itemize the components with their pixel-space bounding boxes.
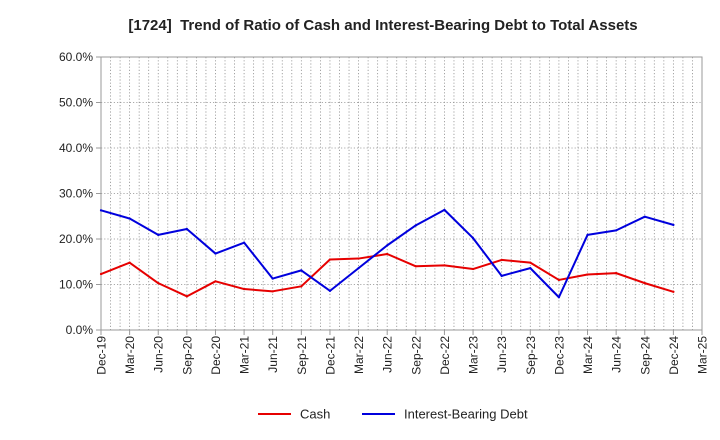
data-point-cash bbox=[242, 287, 246, 291]
data-point-cash bbox=[529, 261, 532, 264]
legend-label-cash: Cash bbox=[300, 407, 330, 422]
x-tick-label: Jun-20 bbox=[152, 336, 166, 373]
data-point-interest-bearing-debt bbox=[242, 241, 246, 244]
data-point-cash bbox=[386, 252, 389, 256]
x-tick-label: Dec-21 bbox=[323, 336, 337, 375]
data-point-interest-bearing-debt bbox=[271, 277, 274, 280]
data-point-cash bbox=[128, 261, 131, 264]
grid-lines bbox=[100, 56, 703, 331]
x-tick-label: Jun-23 bbox=[495, 336, 509, 373]
data-point-interest-bearing-debt bbox=[529, 267, 532, 270]
data-point-cash bbox=[557, 278, 561, 282]
data-point-cash bbox=[414, 265, 417, 268]
x-tick-label: Mar-23 bbox=[467, 336, 481, 374]
data-point-cash bbox=[643, 282, 646, 285]
data-point-cash bbox=[214, 280, 217, 283]
data-point-interest-bearing-debt bbox=[643, 215, 646, 218]
x-tick-label: Mar-22 bbox=[352, 336, 366, 374]
x-tick-label: Jun-22 bbox=[381, 336, 395, 373]
data-point-interest-bearing-debt bbox=[557, 296, 561, 299]
data-point-interest-bearing-debt bbox=[157, 233, 160, 237]
data-point-cash bbox=[471, 267, 475, 271]
data-point-cash bbox=[99, 272, 103, 276]
data-point-cash bbox=[615, 272, 618, 275]
data-point-interest-bearing-debt bbox=[615, 229, 618, 232]
x-tick-label: Dec-19 bbox=[95, 336, 109, 375]
series-interest-bearing-debt bbox=[99, 208, 675, 299]
x-tick-label: Mar-20 bbox=[123, 336, 137, 374]
data-point-interest-bearing-debt bbox=[672, 223, 675, 226]
x-tick-label: Dec-24 bbox=[667, 336, 681, 375]
data-point-cash bbox=[443, 264, 446, 267]
data-point-interest-bearing-debt bbox=[128, 217, 131, 220]
x-tick-label: Dec-22 bbox=[438, 336, 452, 375]
y-tick-label: 20.0% bbox=[59, 232, 93, 246]
series-lines bbox=[99, 208, 675, 299]
data-point-interest-bearing-debt bbox=[99, 209, 103, 212]
data-point-cash bbox=[328, 258, 332, 261]
x-tick-label: Mar-25 bbox=[696, 336, 710, 374]
x-tick-label: Sep-23 bbox=[524, 336, 538, 375]
y-tick-label: 30.0% bbox=[59, 187, 93, 201]
data-point-interest-bearing-debt bbox=[185, 227, 188, 231]
data-point-interest-bearing-debt bbox=[300, 269, 303, 272]
data-point-interest-bearing-debt bbox=[500, 274, 503, 277]
y-tick-label: 40.0% bbox=[59, 141, 93, 155]
data-point-cash bbox=[300, 285, 303, 288]
y-tick-label: 50.0% bbox=[59, 96, 93, 110]
data-point-cash bbox=[271, 290, 274, 293]
x-axis: Dec-19 Mar-20 Jun-20 Sep-20 Dec-20 Mar-21 Jun-… bbox=[95, 330, 710, 375]
x-tick-label: Jun-21 bbox=[266, 336, 280, 373]
y-tick-label: 10.0% bbox=[59, 278, 93, 292]
data-point-cash bbox=[185, 295, 188, 298]
chart-title: [1724] Trend of Ratio of Cash and Intere… bbox=[128, 17, 637, 34]
data-point-cash bbox=[672, 290, 675, 293]
x-tick-label: Sep-21 bbox=[295, 336, 309, 375]
series-cash bbox=[99, 252, 675, 298]
data-point-cash bbox=[586, 273, 589, 276]
data-point-interest-bearing-debt bbox=[328, 289, 332, 292]
data-point-interest-bearing-debt bbox=[414, 224, 417, 227]
legend-label-interest-bearing-debt: Interest-Bearing Debt bbox=[404, 407, 528, 422]
data-point-cash bbox=[357, 257, 360, 260]
data-point-interest-bearing-debt bbox=[386, 244, 389, 247]
legend: Cash Interest-Bearing Debt bbox=[258, 407, 528, 422]
x-tick-label: Mar-24 bbox=[581, 336, 595, 374]
y-tick-label: 0.0% bbox=[66, 323, 94, 337]
x-tick-label: Sep-20 bbox=[180, 336, 194, 375]
x-tick-label: Sep-22 bbox=[409, 336, 423, 375]
y-tick-label: 60.0% bbox=[59, 50, 93, 64]
data-point-cash bbox=[157, 282, 160, 285]
data-point-interest-bearing-debt bbox=[214, 252, 217, 255]
data-point-interest-bearing-debt bbox=[443, 208, 446, 211]
x-tick-label: Sep-24 bbox=[638, 336, 652, 375]
data-point-interest-bearing-debt bbox=[471, 236, 475, 240]
data-point-interest-bearing-debt bbox=[586, 233, 589, 237]
x-tick-label: Mar-21 bbox=[238, 336, 252, 374]
x-tick-label: Dec-23 bbox=[552, 336, 566, 375]
y-axis: 0.0% 10.0% 20.0% 30.0% 40.0% 50.0% 60.0% bbox=[59, 50, 101, 337]
data-point-interest-bearing-debt bbox=[357, 267, 360, 270]
x-tick-label: Dec-20 bbox=[209, 336, 223, 375]
x-tick-label: Jun-24 bbox=[610, 336, 624, 373]
data-point-cash bbox=[500, 258, 503, 262]
